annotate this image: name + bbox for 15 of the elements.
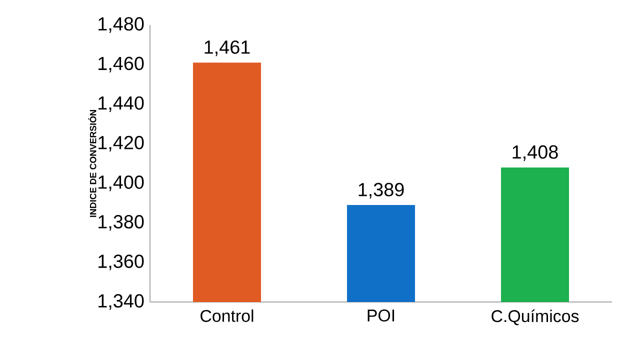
x-tick-label: POI (368, 310, 394, 322)
y-tick-label: 1,480 (98, 17, 144, 33)
y-tick-label: 1,440 (98, 96, 144, 112)
y-tick-label: 1,460 (98, 56, 144, 72)
x-tick-label: Control (200, 310, 254, 322)
y-tick-label: 1,340 (98, 294, 144, 310)
data-label: 1,408 (512, 145, 558, 161)
y-axis-title: INDICE DE CONVERSIÓN (88, 110, 96, 217)
y-tick-label: 1,380 (98, 215, 144, 231)
data-label: 1,389 (358, 182, 404, 199)
y-tick-label: 1,400 (98, 175, 144, 192)
x-tick-label: C.Químicos (492, 310, 579, 326)
y-tick-label: 1,420 (98, 136, 144, 152)
y-tick-label: 1,360 (98, 254, 144, 270)
data-label: 1,461 (204, 40, 250, 56)
